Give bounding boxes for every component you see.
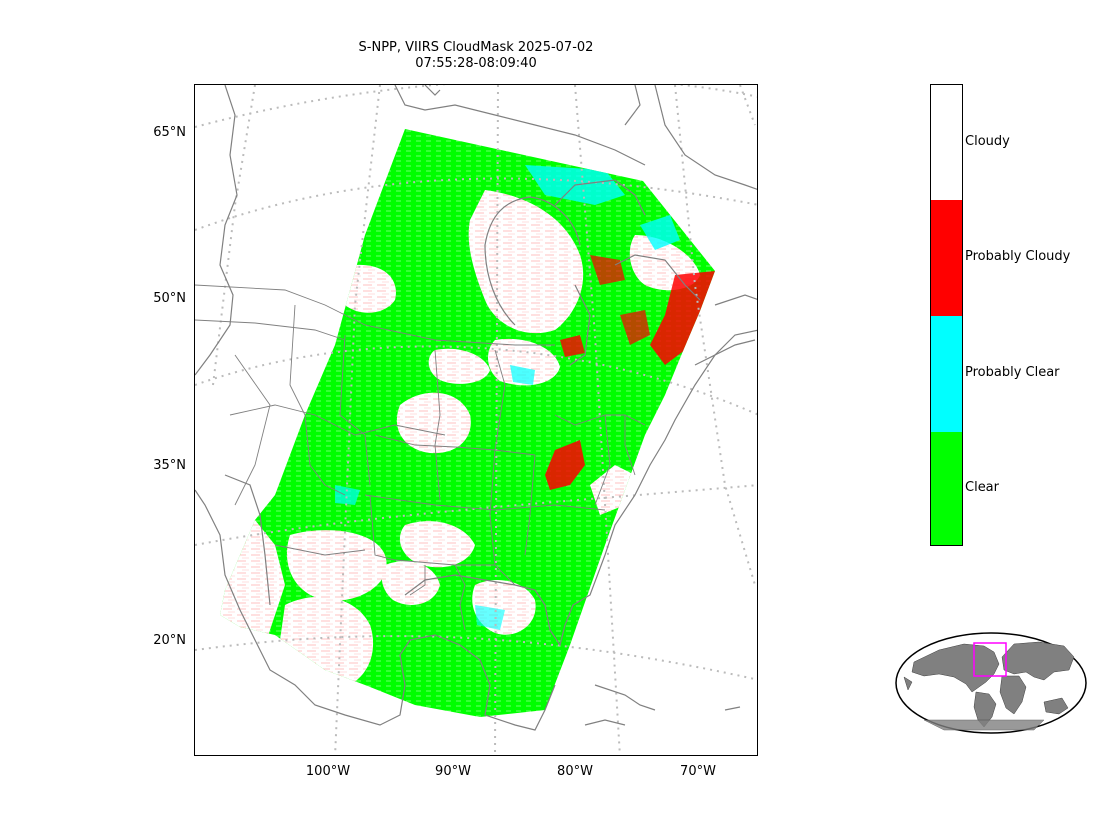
colorbar-label-probably-cloudy: Probably Cloudy (965, 249, 1071, 264)
probably-cloudy-region (545, 440, 585, 490)
probably-cloudy-region (620, 310, 650, 345)
probably-clear-region (640, 215, 680, 250)
probably-clear-region (475, 605, 505, 630)
colorbar-segment-clear (931, 432, 962, 545)
lon-label-100w: 100°W (305, 764, 351, 779)
colorbar-label-probably-clear: Probably Clear (965, 365, 1060, 380)
map-title: S-NPP, VIIRS CloudMask 2025-07-02 07:55:… (276, 40, 676, 72)
lat-label-20n: 20°N (153, 633, 186, 648)
cloudmask-map (194, 84, 758, 756)
colorbar-segment-cloudy (931, 85, 962, 200)
colorbar-label-cloudy: Cloudy (965, 134, 1010, 149)
cloud-region (339, 264, 396, 313)
inset-canvas (895, 632, 1087, 734)
political-borders (195, 284, 646, 631)
cloud-region (280, 596, 374, 690)
lat-label-65n: 65°N (153, 125, 186, 140)
cloud-region (286, 530, 387, 601)
inset-globe-map (894, 632, 1088, 734)
colorbar-label-clear: Clear (965, 480, 999, 495)
legend-colorbar (930, 84, 963, 546)
title-line-2: 07:55:28-08:09:40 (415, 56, 537, 71)
colorbar-segment-probably-clear (931, 316, 962, 432)
probably-clear-region (510, 365, 535, 385)
lon-label-80w: 80°W (557, 764, 593, 779)
lat-label-50n: 50°N (153, 291, 186, 306)
probably-cloudy-region (650, 271, 715, 365)
lon-label-70w: 70°W (680, 764, 716, 779)
colorbar-segment-probably-cloudy (931, 200, 962, 316)
title-line-1: S-NPP, VIIRS CloudMask 2025-07-02 (358, 40, 594, 55)
lat-label-35n: 35°N (153, 458, 186, 473)
graticule (195, 85, 757, 755)
map-canvas (195, 85, 757, 755)
coastlines (195, 85, 757, 731)
probably-clear-region (335, 485, 360, 505)
cloud-region (396, 392, 471, 454)
cloud-region (399, 521, 475, 568)
inset-swath-highlight (973, 642, 1007, 677)
probably-cloudy-region (560, 335, 585, 357)
cloud-region (428, 348, 490, 384)
probably-cloudy-region (590, 255, 625, 285)
inset-land (903, 641, 1075, 731)
lon-label-90w: 90°W (435, 764, 471, 779)
satellite-swath (220, 129, 715, 717)
